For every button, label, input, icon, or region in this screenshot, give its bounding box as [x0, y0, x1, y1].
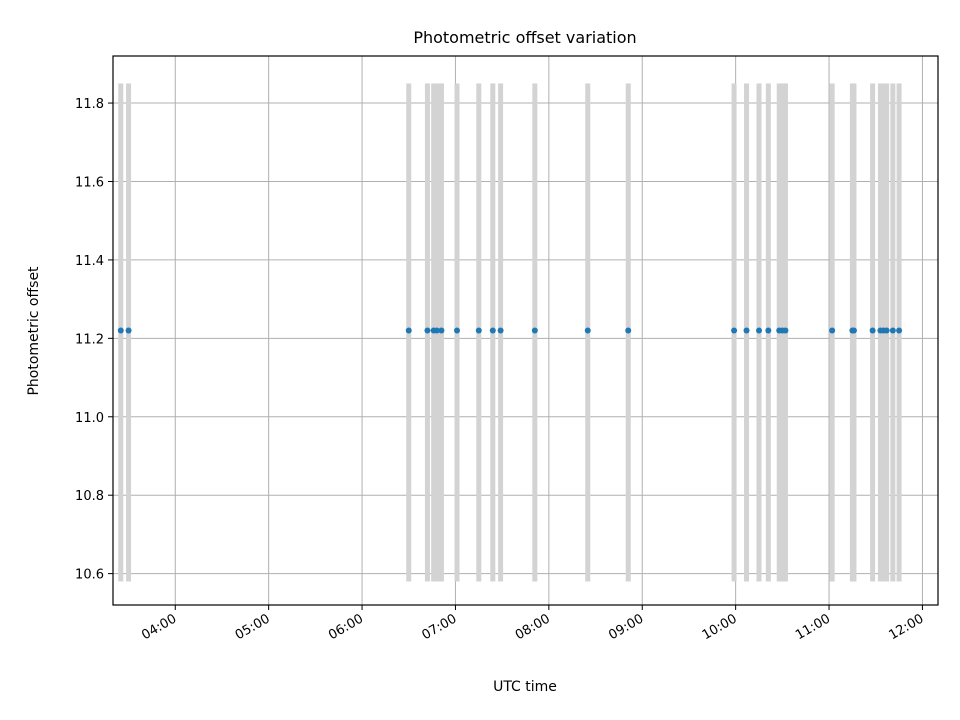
- y-tick-label: 11.2: [75, 332, 104, 347]
- data-point: [829, 327, 836, 334]
- data-points-layer: [117, 327, 903, 334]
- data-point: [424, 327, 431, 334]
- data-point: [433, 327, 440, 334]
- y-tick-label: 11.4: [75, 254, 104, 269]
- data-point: [625, 327, 632, 334]
- y-tick-label: 11.6: [75, 175, 104, 190]
- data-point: [405, 327, 412, 334]
- data-point: [584, 327, 591, 334]
- data-point: [743, 327, 750, 334]
- plot-frame: [112, 55, 939, 606]
- y-tick-label: 11.8: [75, 97, 104, 112]
- y-tick-label: 10.8: [75, 489, 104, 504]
- data-point: [117, 327, 124, 334]
- chart-title: Photometric offset variation: [413, 28, 636, 47]
- data-point: [454, 327, 461, 334]
- x-axis-label: UTC time: [493, 679, 557, 695]
- y-tick-label: 11.0: [75, 411, 104, 426]
- data-point: [475, 327, 482, 334]
- data-point: [765, 327, 772, 334]
- data-point: [731, 327, 738, 334]
- data-point: [755, 327, 762, 334]
- data-point: [438, 327, 445, 334]
- data-point: [896, 327, 903, 334]
- data-point: [531, 327, 538, 334]
- data-point: [125, 327, 132, 334]
- data-point: [850, 327, 857, 334]
- data-point: [489, 327, 496, 334]
- data-point: [883, 327, 890, 334]
- y-axis-label: Photometric offset: [26, 266, 42, 396]
- data-point: [782, 327, 789, 334]
- data-point: [889, 327, 896, 334]
- data-point: [869, 327, 876, 334]
- y-tick-label: 10.6: [75, 568, 104, 583]
- data-point: [497, 327, 504, 334]
